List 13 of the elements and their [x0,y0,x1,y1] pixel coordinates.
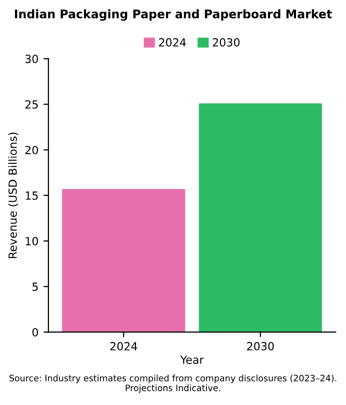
legend-label: 2030 [212,38,240,47]
source-note: Source: Industry estimates compiled from company disclosures (2023–24). Projections Indicative. [9,374,336,393]
y-tick-label: 5 [32,282,38,291]
x-axis-title: Year [180,356,204,364]
y-tick-label: 25 [25,100,38,109]
y-tick-label: 0 [32,328,38,336]
legend-label: 2024 [159,38,186,47]
y-tick-label: 30 [25,54,38,64]
chart-title: Indian Packaging Paper and Paperboard Market [14,9,332,21]
y-tick-label: 10 [26,236,38,246]
y-axis-title: Revenue (USD Billions) [8,132,18,258]
y-tick-label: 15 [26,192,38,200]
y-tick-label: 20 [25,146,38,154]
